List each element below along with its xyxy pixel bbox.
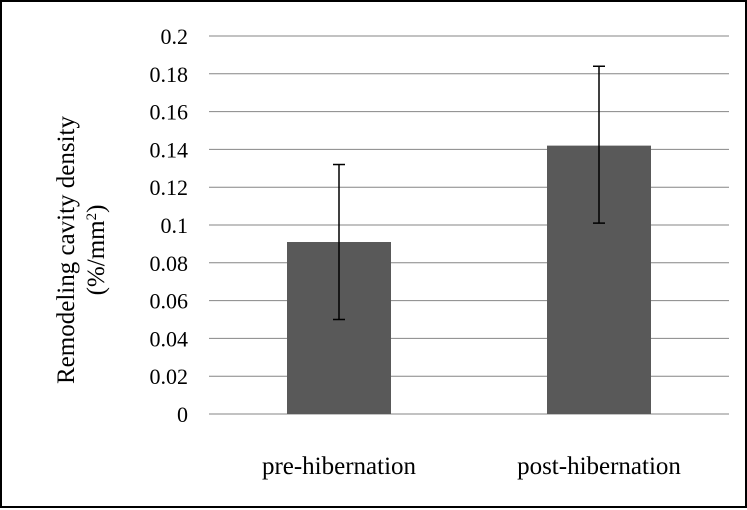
y-tick-label-0: 0 bbox=[177, 402, 188, 427]
y-tick-label-3: 0.06 bbox=[150, 289, 189, 314]
y-tick-label-1: 0.02 bbox=[150, 364, 189, 389]
y-tick-label-7: 0.14 bbox=[150, 137, 189, 162]
y-axis-label-line1: Remodeling cavity density bbox=[53, 116, 80, 385]
y-axis-label-line2: (%/mm2) bbox=[83, 205, 110, 296]
bars bbox=[287, 145, 651, 414]
y-axis-label-unit: (%/mm bbox=[83, 220, 110, 296]
y-axis-label-superscript: 2 bbox=[84, 213, 100, 221]
y-tick-label-2: 0.04 bbox=[150, 326, 189, 351]
y-tick-label-10: 0.2 bbox=[161, 24, 189, 49]
error-bar-pre-hibernation bbox=[333, 163, 345, 321]
y-tick-label-5: 0.1 bbox=[161, 213, 189, 238]
y-tick-label-6: 0.12 bbox=[150, 175, 189, 200]
y-tick-label-9: 0.18 bbox=[150, 62, 189, 87]
x-tick-label-post-hibernation: post-hibernation bbox=[517, 453, 681, 480]
y-axis-label: Remodeling cavity density (%/mm2) bbox=[53, 116, 110, 385]
y-tick-label-8: 0.16 bbox=[150, 100, 189, 125]
y-tick-labels: 0 0.02 0.04 0.06 0.08 0.1 0.12 0.14 0.16 0.18 0.2 bbox=[150, 24, 189, 427]
x-tick-label-pre-hibernation: pre-hibernation bbox=[262, 453, 417, 480]
error-bars bbox=[333, 65, 605, 321]
y-axis-label-close: ) bbox=[83, 205, 110, 213]
x-tick-labels: pre-hibernation post-hibernation bbox=[262, 453, 681, 480]
error-bar-post-hibernation bbox=[593, 65, 605, 224]
y-tick-label-4: 0.08 bbox=[150, 251, 189, 276]
